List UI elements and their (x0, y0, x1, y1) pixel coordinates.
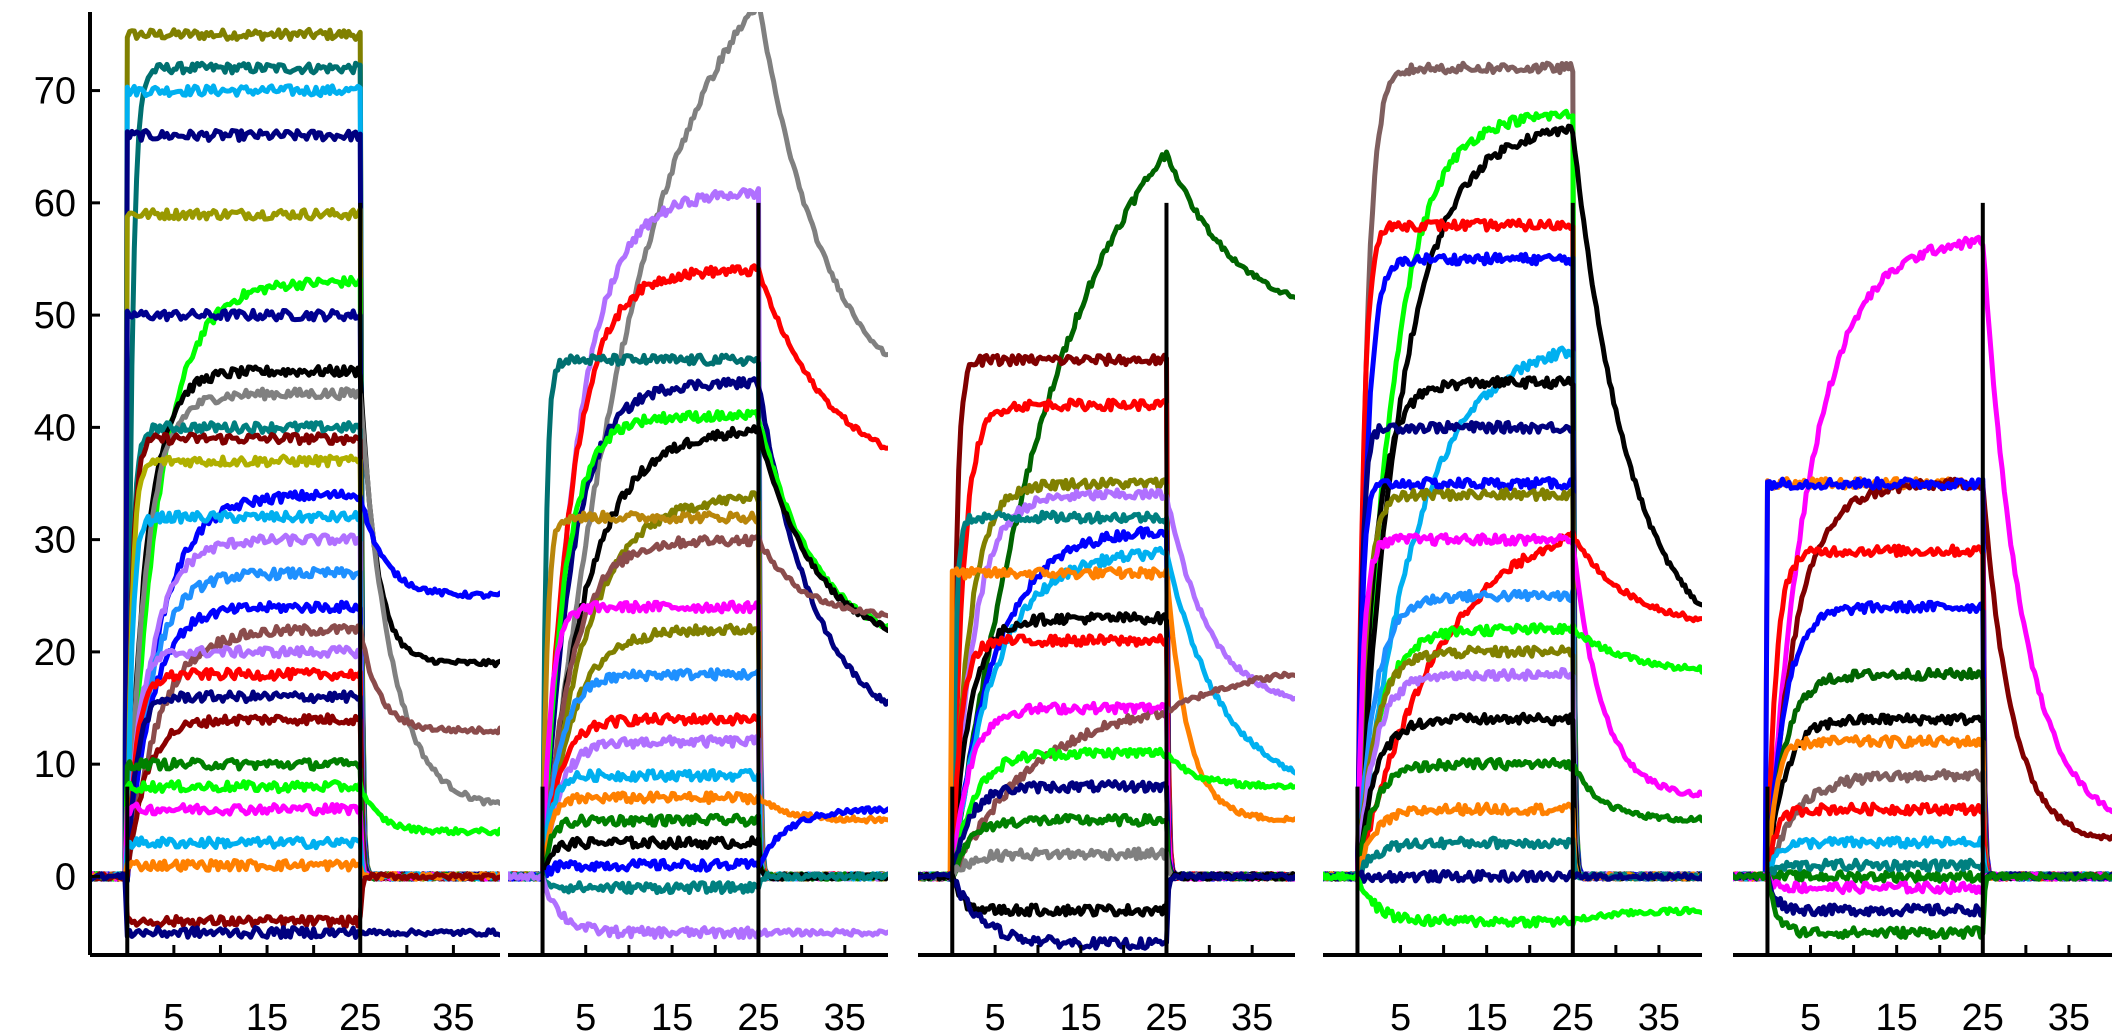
y-tick-label: 70 (34, 71, 76, 113)
series-line (918, 545, 1295, 882)
x-tick-label: 15 (1466, 997, 1508, 1034)
x-tick-label: 25 (1552, 997, 1594, 1034)
series-line (918, 812, 1295, 882)
y-tick-label: 40 (34, 407, 76, 449)
y-tick-label: 10 (34, 744, 76, 786)
series-line (508, 376, 888, 882)
x-tick-label: 15 (246, 997, 288, 1034)
series-line (1733, 234, 2112, 882)
x-tick-label: 25 (1145, 997, 1187, 1034)
series-line (90, 363, 500, 882)
series-line (918, 746, 1295, 884)
series-group (508, 12, 888, 955)
panel-1: 5 15 25 35 0 10 20 30 40 50 60 70 (34, 12, 500, 1034)
series-line (508, 870, 888, 896)
series-line (918, 670, 1295, 882)
panel-2: 5 15 25 35 (508, 12, 888, 1034)
series-line (508, 805, 888, 882)
series-line (1323, 756, 1702, 882)
y-tick-label: 60 (34, 183, 76, 225)
panel-3: 5 15 25 35 (918, 149, 1295, 1034)
x-tick-label: 35 (432, 997, 474, 1034)
series-line (90, 623, 500, 882)
x-tick-label: 15 (651, 997, 693, 1034)
series-line (1733, 871, 2112, 940)
panels-group: 5 15 25 35 0 10 20 30 40 50 60 70 5 15 25 35 5 15 25 35 5 15 2… (34, 12, 2112, 1034)
x-tick-label: 25 (339, 997, 381, 1034)
y-tick-label: 50 (34, 295, 76, 337)
y-tick-label: 0 (55, 856, 76, 898)
series-line (508, 424, 888, 882)
x-tick-label: 25 (737, 997, 779, 1034)
series-group (1323, 60, 1702, 955)
x-tick-label: 5 (985, 997, 1006, 1034)
series-line (90, 871, 500, 940)
series-line (508, 12, 888, 882)
series-group (1733, 202, 2112, 955)
series-group (90, 26, 500, 955)
y-tick-label: 30 (34, 520, 76, 562)
x-tick-label: 15 (1060, 997, 1102, 1034)
x-tick-label: 5 (1390, 997, 1411, 1034)
series-line (90, 386, 500, 882)
series-line (90, 871, 500, 929)
series-line (508, 533, 888, 882)
y-tick-label: 20 (34, 632, 76, 674)
series-line (508, 263, 888, 882)
series-line (1323, 868, 1702, 884)
series-line (90, 779, 500, 882)
series-line (918, 149, 1295, 881)
series-line (1323, 532, 1702, 882)
x-tick-label: 35 (2048, 997, 2090, 1034)
series-line (918, 565, 1295, 882)
series-line (918, 871, 1295, 951)
panel-5: 5 15 25 35 (1733, 202, 2112, 1034)
panel-4: 5 15 25 35 (1323, 60, 1702, 1034)
series-line (1323, 871, 1702, 929)
series-line (508, 871, 888, 940)
x-tick-label: 25 (1962, 997, 2004, 1034)
x-tick-label: 5 (575, 997, 596, 1034)
series-line (90, 488, 500, 884)
x-tick-label: 15 (1876, 997, 1918, 1034)
x-tick-label: 35 (1638, 997, 1680, 1034)
series-line (918, 487, 1295, 882)
x-tick-label: 5 (163, 997, 184, 1034)
x-tick-label: 35 (824, 997, 866, 1034)
x-tick-label: 5 (1800, 997, 1821, 1034)
series-line (1323, 529, 1702, 882)
series-group (918, 149, 1295, 955)
x-tick-label: 35 (1231, 997, 1273, 1034)
